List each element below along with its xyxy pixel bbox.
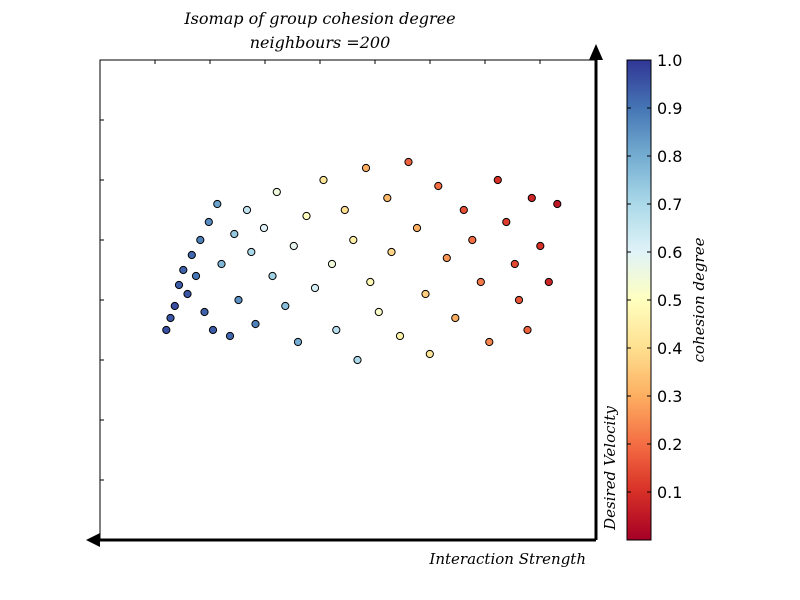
y-axis-arrowhead — [589, 44, 603, 60]
scatter-point-17 — [242, 205, 252, 215]
scatter-point-40 — [404, 157, 413, 167]
scatter-point-1 — [166, 313, 175, 323]
scatter-point-21 — [268, 271, 277, 281]
colorbar-tick-label-3: 0.4 — [657, 339, 682, 358]
scatter-point-32 — [349, 235, 358, 245]
scatter-point-55 — [523, 325, 532, 335]
scatter-point-46 — [451, 313, 460, 323]
scatter-point-51 — [493, 175, 502, 185]
scatter-point-42 — [421, 289, 430, 299]
scatter-point-34 — [361, 163, 371, 173]
scatter-point-44 — [434, 181, 443, 191]
scatter-point-53 — [510, 259, 519, 269]
scatter-point-8 — [196, 235, 205, 245]
scatter-point-38 — [387, 247, 396, 257]
scatter-point-4 — [179, 265, 188, 275]
colorbar-tick-label-0: 0.1 — [657, 483, 682, 502]
scatter-point-35 — [366, 277, 375, 287]
scatter-point-52 — [502, 217, 511, 227]
colorbar-tick-label-6: 0.7 — [657, 195, 682, 214]
colorbar-tick-label-5: 0.6 — [657, 243, 682, 262]
colorbar-label: cohesion degree — [690, 237, 708, 362]
scatter-point-45 — [442, 253, 451, 263]
scatter-point-12 — [213, 199, 222, 209]
scatter-point-3 — [174, 280, 184, 290]
axis-ticks — [100, 60, 541, 481]
scatter-point-22 — [272, 187, 281, 197]
scatter-point-25 — [293, 337, 303, 347]
scatter-point-59 — [553, 199, 562, 209]
scatter-point-24 — [289, 241, 298, 251]
scatter-point-57 — [536, 241, 545, 251]
scatter-point-9 — [200, 307, 209, 317]
scatter-point-0 — [162, 325, 171, 335]
scatter-point-54 — [514, 295, 524, 305]
scatter-point-56 — [527, 193, 536, 203]
scatter-point-10 — [204, 217, 213, 227]
scatter-point-48 — [468, 235, 477, 245]
colorbar-tick-label-7: 0.8 — [657, 147, 682, 166]
scatter-point-26 — [302, 211, 311, 221]
scatter-point-58 — [544, 277, 553, 287]
plot-area — [99, 59, 596, 541]
scatter-point-7 — [191, 271, 201, 281]
colorbar-tick-label-1: 0.2 — [657, 435, 682, 454]
scatter-point-31 — [340, 205, 349, 215]
scatter-point-14 — [225, 331, 235, 341]
scatter-point-15 — [230, 229, 239, 239]
scatter-point-33 — [353, 355, 362, 365]
chart-title: Isomap of group cohesion degree — [183, 9, 455, 28]
chart-subtitle: neighbours =200 — [250, 33, 391, 52]
scatter-point-23 — [281, 301, 290, 311]
scatter-point-36 — [374, 307, 383, 317]
scatter-point-30 — [332, 325, 341, 335]
scatter-point-5 — [183, 289, 192, 299]
scatter-point-28 — [319, 175, 328, 185]
scatter-point-13 — [217, 259, 226, 269]
scatter-point-20 — [259, 223, 269, 233]
colorbar-tick-label-2: 0.3 — [657, 387, 682, 406]
colorbar-tick-label-4: 0.5 — [657, 291, 682, 310]
scatter-point-49 — [476, 277, 485, 287]
y-axis-label: Desired Velocity — [601, 406, 619, 531]
scatter-point-37 — [383, 193, 392, 203]
scatter-point-19 — [251, 319, 260, 329]
scatter-point-39 — [395, 331, 405, 341]
scatter-point-16 — [234, 295, 243, 305]
scatter-point-11 — [208, 325, 218, 335]
x-axis-arrowhead — [86, 533, 100, 547]
colorbar-tick-label-9: 1.0 — [657, 51, 682, 70]
colorbar-ticks: 0.1 0.2 0.3 0.4 0.5 0.6 0.7 0.8 0.9 1.0 — [627, 51, 682, 502]
scatter-point-47 — [459, 205, 468, 215]
scatter-point-50 — [485, 337, 494, 347]
scatter-point-41 — [412, 223, 422, 233]
x-axis-label: Interaction Strength — [428, 550, 586, 568]
scatter-point-29 — [327, 259, 337, 269]
scatter-point-18 — [247, 247, 256, 257]
scatter-point-6 — [187, 250, 196, 260]
scatter-point-2 — [170, 301, 179, 311]
scatter-point-27 — [310, 283, 320, 293]
scatter-point-43 — [425, 349, 434, 359]
colorbar-tick-label-8: 0.9 — [657, 99, 682, 118]
scatter-points — [162, 157, 562, 365]
